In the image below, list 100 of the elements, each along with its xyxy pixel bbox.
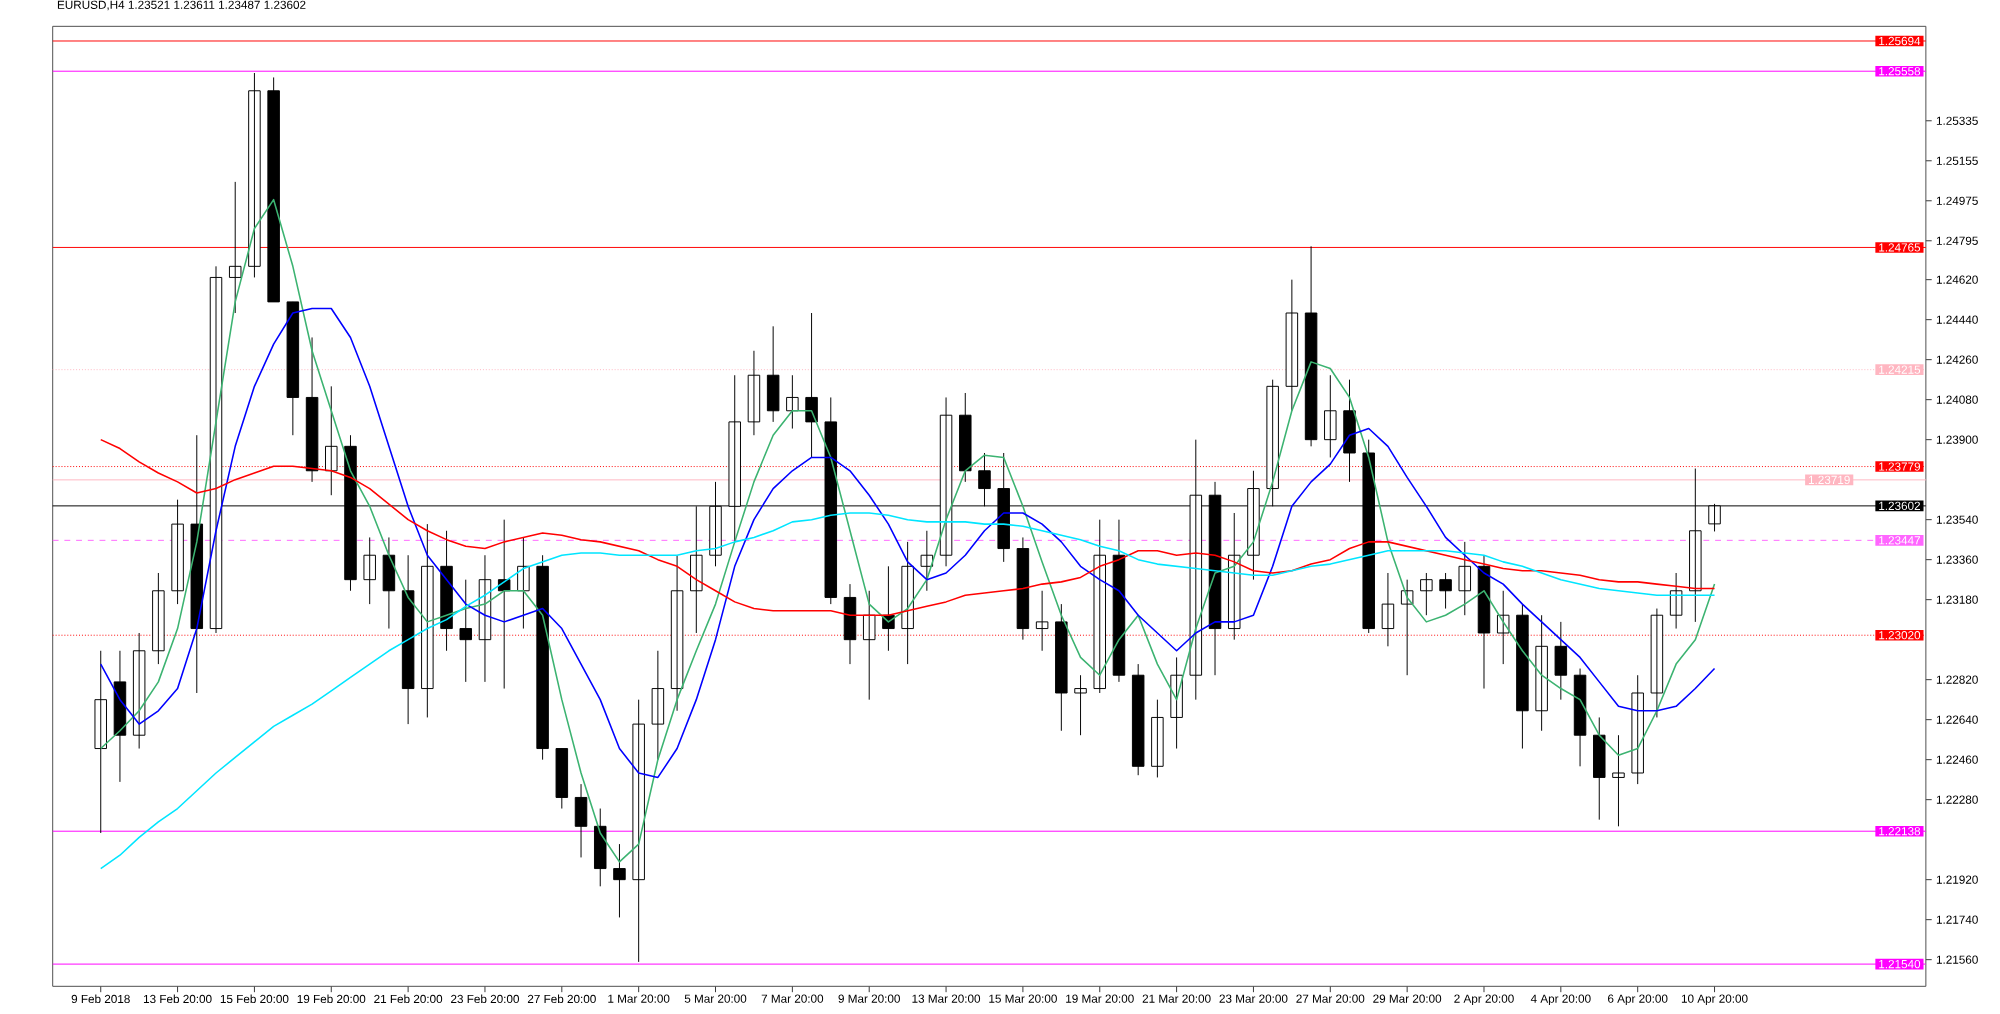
x-tick-label: 9 Feb 2018	[71, 994, 130, 1004]
candlestick	[1516, 603, 1529, 750]
candlestick	[1535, 614, 1548, 732]
x-tick-label: 21 Feb 20:00	[374, 994, 443, 1004]
candlestick	[766, 326, 780, 423]
candlestick	[670, 554, 684, 712]
candlestick	[305, 337, 319, 483]
candlestick	[478, 554, 492, 683]
ref-line-label: 1.23779	[1879, 462, 1921, 471]
candlestick	[536, 554, 549, 761]
candlestick	[1573, 668, 1587, 767]
candlestick	[805, 312, 818, 459]
ref-line-label: 1.23020	[1879, 631, 1921, 640]
candlestick	[1400, 579, 1414, 676]
candlestick	[1093, 519, 1106, 694]
candlestick	[901, 541, 914, 665]
candlestick	[747, 350, 761, 436]
y-tick-label: 1.25335	[1936, 116, 1978, 126]
candlestick	[651, 650, 665, 761]
y-tick-label: 1.21920	[1936, 875, 1978, 884]
candlestick	[1420, 572, 1433, 616]
ref-line-label: 1.23447	[1879, 536, 1921, 545]
x-tick-label: 4 Apr 20:00	[1530, 994, 1591, 1006]
chart-title: EURUSD,H4 1.23521 1.23611 1.23487 1.23602	[57, 0, 306, 11]
candlestick	[286, 301, 300, 436]
x-tick-label: 2 Apr 20:00	[1454, 994, 1514, 1006]
candlestick	[152, 572, 165, 665]
candlestick	[1170, 657, 1183, 750]
candlestick	[228, 181, 242, 314]
candlestick	[132, 632, 146, 750]
candlestick	[574, 783, 588, 859]
candlestick	[1016, 537, 1030, 641]
y-tick-label: 1.23900	[1936, 435, 1978, 444]
candlestick	[920, 530, 934, 592]
ref-line-label: 1.23602	[1879, 501, 1921, 511]
x-tick-label: 21 Mar 20:00	[1142, 994, 1211, 1003]
ref-line-label: 1.22138	[1879, 827, 1921, 836]
y-tick-label: 1.24620	[1936, 275, 1978, 284]
candlestick	[325, 386, 338, 496]
candlestick	[1631, 674, 1644, 785]
x-tick-label: 5 Mar 20:00	[684, 994, 747, 1003]
candlestick	[1151, 699, 1164, 779]
x-tick-label: 23 Feb 20:00	[451, 994, 519, 1004]
candlestick	[1612, 734, 1625, 827]
candlestick	[440, 530, 453, 652]
candlestick	[1477, 554, 1491, 690]
candlestick	[555, 748, 569, 810]
candlestick	[613, 843, 626, 919]
candlestick	[1324, 374, 1337, 459]
ref-line-label: 1.21540	[1879, 960, 1921, 969]
x-tick-label: 19 Mar 20:00	[1066, 994, 1134, 1003]
candlestick	[959, 392, 972, 483]
x-tick-label: 7 Mar 20:00	[761, 994, 824, 1003]
candlestick	[113, 650, 127, 783]
x-tick-label: 27 Mar 20:00	[1296, 994, 1365, 1003]
candlestick	[497, 519, 511, 690]
ref-line-label: 1.24215	[1879, 365, 1921, 374]
candlestick	[632, 699, 645, 963]
y-tick-label: 1.23540	[1936, 515, 1978, 524]
candlestick	[363, 537, 376, 605]
y-tick-label: 1.24260	[1936, 355, 1978, 364]
candlestick	[1285, 279, 1299, 412]
ref-line-label: 1.24765	[1879, 243, 1921, 252]
ref-line-label: 1.25558	[1879, 67, 1921, 76]
candlestick	[1131, 663, 1145, 776]
x-tick-label: 13 Feb 20:00	[143, 994, 212, 1004]
y-tick-label: 1.23360	[1936, 555, 1978, 564]
candlestick	[1227, 512, 1241, 641]
candlestick	[401, 554, 415, 725]
y-tick-label: 1.23180	[1936, 595, 1978, 604]
candlestick	[862, 590, 876, 701]
x-tick-label: 6 Apr 20:00	[1608, 994, 1668, 1006]
x-tick-label: 9 Mar 20:00	[838, 994, 900, 1003]
candlestick	[459, 579, 473, 683]
candlestick	[593, 808, 607, 887]
candlestick	[421, 523, 434, 719]
candlestick	[1304, 246, 1318, 447]
x-tick-label: 10 Apr 20:00	[1681, 994, 1748, 1006]
candlestick	[1593, 717, 1606, 821]
candlestick	[248, 72, 261, 279]
y-tick-label: 1.21560	[1936, 955, 1978, 964]
y-tick-label: 1.22820	[1936, 675, 1978, 684]
y-tick-label: 1.24975	[1936, 196, 1978, 206]
y-tick-label: 1.25155	[1936, 156, 1978, 166]
candlestick	[1669, 572, 1683, 630]
ref-line-label: 1.25694	[1879, 37, 1921, 46]
candlestick	[1035, 590, 1049, 652]
x-tick-label: 15 Mar 20:00	[989, 994, 1057, 1003]
candlestick	[786, 374, 799, 430]
x-tick-label: 1 Mar 20:00	[608, 994, 670, 1003]
ref-line-label: 1.23719	[1808, 475, 1850, 485]
candlestick	[94, 650, 107, 834]
candlestick	[1458, 541, 1472, 616]
candlestick	[1055, 603, 1068, 732]
candlestick	[1439, 572, 1452, 610]
y-tick-label: 1.21740	[1936, 915, 1978, 924]
candlestick	[517, 537, 530, 630]
x-tick-label: 27 Feb 20:00	[527, 994, 596, 1004]
x-tick-label: 15 Feb 20:00	[220, 994, 289, 1004]
candlestick	[1343, 379, 1356, 483]
